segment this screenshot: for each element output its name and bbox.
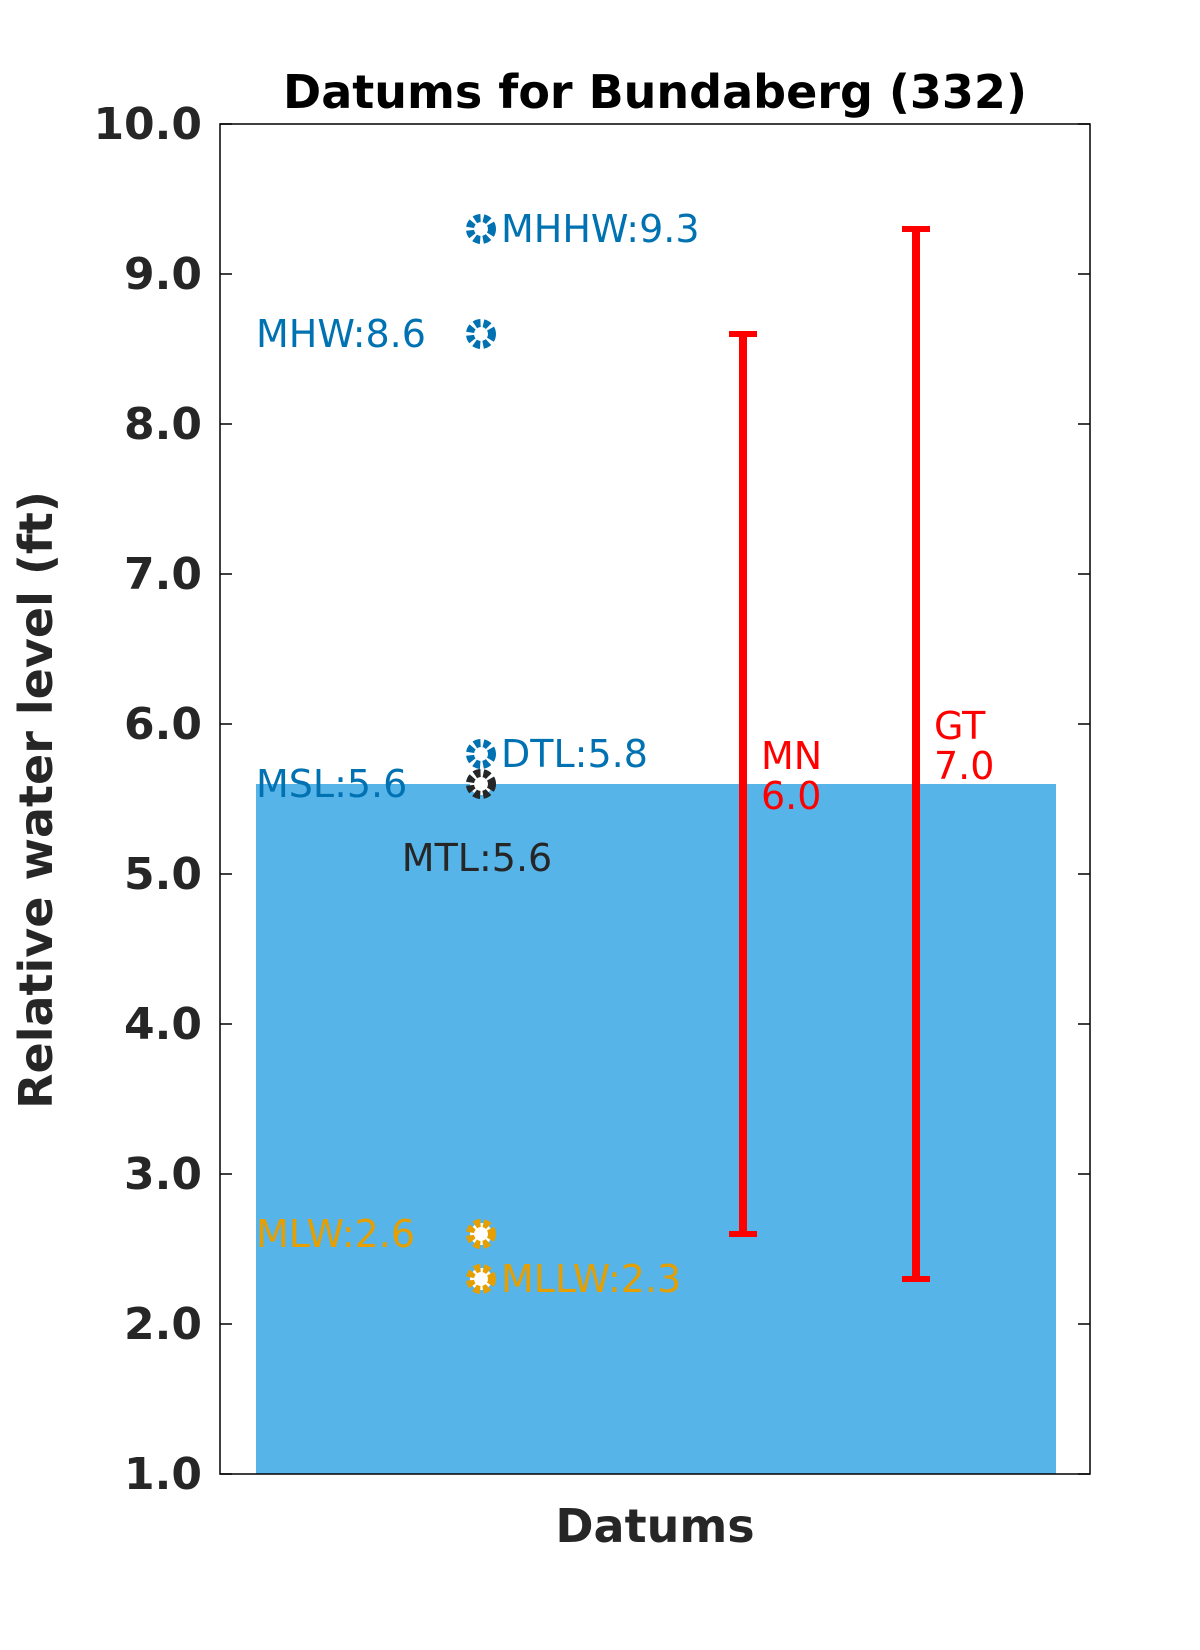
y-tick-label: 6.0: [124, 699, 202, 750]
x-axis-label: Datums: [555, 1499, 754, 1553]
datum-markers: MHHW:9.3 MHW:8.6 DTL:5.8 MSL:5.6 MTL:5.6 MLW:…: [256, 207, 700, 1301]
range-value-label: 7.0: [934, 744, 994, 788]
y-tick-label: 10.0: [93, 99, 202, 150]
range-name-label: GT: [934, 704, 986, 748]
plot-frame: [219, 123, 1091, 1475]
y-tick-label: 1.0: [124, 1449, 202, 1500]
range-value-label: 6.0: [761, 774, 821, 818]
datum-marker-mhhw: [466, 214, 496, 244]
chart-title: Datums for Bundaberg (332): [283, 65, 1027, 119]
datum-label-dtl: DTL:5.8: [501, 732, 648, 776]
range-name-label: MN: [761, 734, 822, 778]
y-tick-label: 9.0: [124, 249, 202, 300]
datum-marker-mlw: [466, 1219, 496, 1249]
datum-label-mtl: MTL:5.6: [402, 836, 552, 880]
datum-label-mllw: MLLW:2.3: [501, 1257, 681, 1301]
water-level-fill: [256, 784, 1056, 1474]
datum-label-msl: MSL:5.6: [256, 762, 407, 806]
datum-label-mhhw: MHHW:9.3: [501, 207, 700, 251]
datum-marker-mtl: [466, 769, 496, 799]
y-axis-ticks: 1.0 2.0 3.0 4.0 5.0 6.0 7.0 8.0 9.0 10.0: [93, 99, 1090, 1500]
y-tick-label: 7.0: [124, 549, 202, 600]
datum-marker-dtl: [466, 739, 496, 769]
datum-marker-mllw: [466, 1264, 496, 1294]
y-tick-label: 8.0: [124, 399, 202, 450]
datum-marker-mhw: [466, 319, 496, 349]
tidal-ranges: MN6.0 GT7.0: [729, 226, 994, 1282]
y-tick-label: 2.0: [124, 1299, 202, 1350]
y-tick-label: 5.0: [124, 849, 202, 900]
datum-label-mlw: MLW:2.6: [256, 1212, 415, 1256]
y-tick-label: 4.0: [124, 999, 202, 1050]
datum-label-mhw: MHW:8.6: [256, 312, 426, 356]
y-tick-label: 3.0: [124, 1149, 202, 1200]
y-axis-label: Relative water level (ft): [9, 491, 63, 1109]
